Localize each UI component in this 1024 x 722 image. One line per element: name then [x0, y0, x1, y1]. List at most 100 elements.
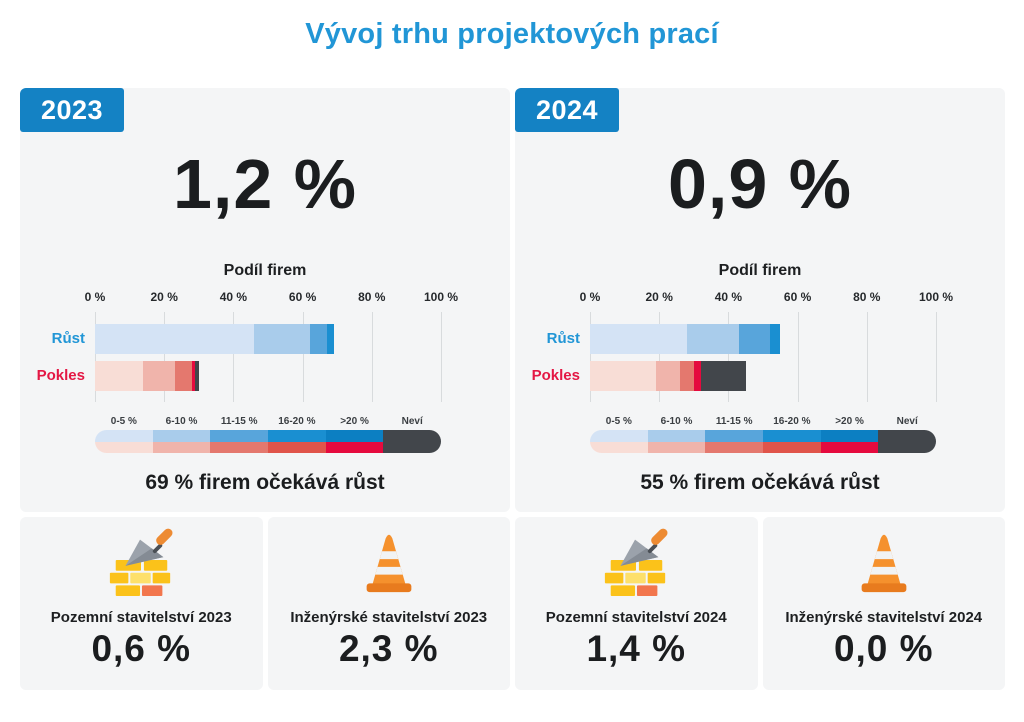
axis-title: Podíl firem — [718, 262, 802, 279]
x-tick: 80 % — [358, 290, 386, 304]
x-axis-ticks: 0 % 20 % 40 % 60 % 80 % 100 % — [580, 290, 953, 306]
axis-title: Podíl firem — [223, 262, 307, 279]
bricks-trowel-icon — [605, 528, 668, 597]
page-title: Vývoj trhu projektových prací — [305, 18, 719, 50]
bar-segment — [679, 361, 694, 391]
stacked-bar — [590, 324, 936, 354]
legend-scale — [590, 430, 936, 453]
bar-row-pokles: Pokles — [532, 361, 936, 391]
legend-growth-swatch — [647, 430, 706, 442]
card-icon — [354, 527, 424, 597]
x-tick: 40 % — [219, 290, 248, 304]
legend-label: Neví — [896, 416, 918, 427]
gridline — [659, 312, 661, 402]
legend-decline-swatch — [763, 441, 821, 453]
legend-decline-swatch — [210, 441, 269, 453]
legend-label: 11-15 % — [715, 416, 753, 427]
legend-decline-swatch — [820, 441, 879, 453]
legend-growth-swatch — [705, 430, 764, 442]
legend-decline-swatch — [268, 441, 326, 453]
row-label: Růst — [546, 330, 580, 347]
x-tick: 20 % — [150, 290, 178, 304]
layout-grid: 2023 1,2 % Podíl firem 0 % 20 % 40 % 60 % 80… — [20, 88, 1005, 690]
bar-segment — [738, 324, 770, 354]
traffic-cone-icon — [861, 534, 907, 593]
legend-growth-swatch — [763, 430, 821, 442]
legend-labels: 0-5 % 6-10 % 11-15 % 16-20 % >20 % Neví — [95, 416, 441, 427]
bar-row-pokles: Pokles — [37, 361, 441, 391]
gridline — [164, 312, 166, 402]
legend-label: >20 % — [835, 416, 864, 427]
x-tick: 100 % — [918, 290, 954, 304]
bar-segment — [174, 361, 192, 391]
legend-decline-swatch — [647, 441, 706, 453]
sector-card-pozemn-stavitelstv-2024: Pozemní stavitelství 2024 1,4 % — [515, 517, 758, 690]
legend-label: 6-10 % — [660, 416, 693, 427]
gridline — [371, 312, 373, 402]
bricks-trowel-icon — [110, 528, 173, 597]
sector-card-in-en-rsk-stavitelstv-2023: Inženýrské stavitelství 2023 2,3 % — [267, 517, 510, 690]
year-panel-2024: 2024 0,9 % Podíl firem 0 % 20 % 40 % 60 % 80… — [515, 88, 1005, 512]
legend-decline-swatch — [590, 441, 648, 453]
gridline — [590, 312, 591, 402]
legend-growth-swatch — [268, 430, 326, 442]
card-icon — [849, 527, 919, 597]
legend-decline-swatch — [152, 441, 211, 453]
legend-segment — [268, 430, 326, 453]
legend-label: 6-10 % — [165, 416, 198, 427]
card-label: Pozemní stavitelství 2024 — [545, 609, 727, 626]
bar-chart: 0 % 20 % 40 % 60 % 80 % 100 % Růst Pokles — [37, 290, 458, 402]
headline-value: 0,9 % — [668, 145, 852, 223]
legend-segment — [152, 430, 211, 453]
bar-segment — [590, 361, 656, 391]
year-panel-2023: 2023 1,2 % Podíl firem 0 % 20 % 40 % 60 % 80… — [20, 88, 510, 512]
x-tick: 40 % — [714, 290, 743, 304]
x-tick: 60 % — [288, 290, 317, 304]
legend-segment — [763, 430, 821, 453]
summary-text: 69 % firem očekává růst — [145, 471, 385, 494]
legend-decline-swatch — [705, 441, 764, 453]
gridline — [797, 312, 799, 402]
bar-segment — [95, 324, 255, 354]
legend-segment — [820, 430, 879, 453]
card-value: 0,6 % — [91, 628, 192, 669]
traffic-cone-icon — [366, 534, 412, 593]
bar-segment — [195, 361, 199, 391]
gridline — [302, 312, 304, 402]
bar-segment — [590, 324, 687, 354]
legend-label: 16-20 % — [278, 416, 316, 427]
gridline — [441, 312, 442, 402]
card-value: 0,0 % — [833, 628, 934, 669]
legend-segment — [325, 430, 384, 453]
legend-decline-swatch — [95, 441, 153, 453]
summary-text: 55 % firem očekává růst — [640, 471, 880, 494]
legend-labels: 0-5 % 6-10 % 11-15 % 16-20 % >20 % Neví — [590, 416, 936, 427]
bar-chart: 0 % 20 % 40 % 60 % 80 % 100 % Růst Pokles — [532, 290, 953, 402]
infographic: Vývoj trhu projektových prací 2023 1,2 %… — [0, 16, 1024, 690]
legend-label: 0-5 % — [605, 416, 632, 427]
legend-growth-swatch — [152, 430, 211, 442]
card-label: Inženýrské stavitelství 2024 — [785, 609, 983, 626]
headline-value: 1,2 % — [173, 145, 357, 223]
card-label: Pozemní stavitelství 2023 — [50, 609, 232, 626]
legend-label: 11-15 % — [220, 416, 258, 427]
legend-growth-swatch — [325, 430, 384, 442]
bar-row-rust: Růst — [547, 324, 936, 354]
legend-growth-swatch — [820, 430, 879, 442]
row-label: Pokles — [531, 367, 580, 384]
card-value: 2,3 % — [338, 628, 439, 669]
bar-row-rust: Růst — [52, 324, 441, 354]
legend-segment — [383, 430, 441, 453]
bar-segment — [700, 361, 746, 391]
legend-segment — [210, 430, 269, 453]
legend-growth-swatch — [590, 430, 648, 442]
gridline — [866, 312, 868, 402]
legend-scale — [95, 430, 441, 453]
year-badge: 2024 — [515, 88, 619, 132]
bar-segment — [693, 361, 701, 391]
plot-area: Růst Pokles — [37, 312, 442, 402]
bar-segment — [143, 361, 175, 391]
bar-segment — [686, 324, 739, 354]
legend-segment — [95, 430, 153, 453]
x-tick: 0 % — [84, 290, 106, 304]
